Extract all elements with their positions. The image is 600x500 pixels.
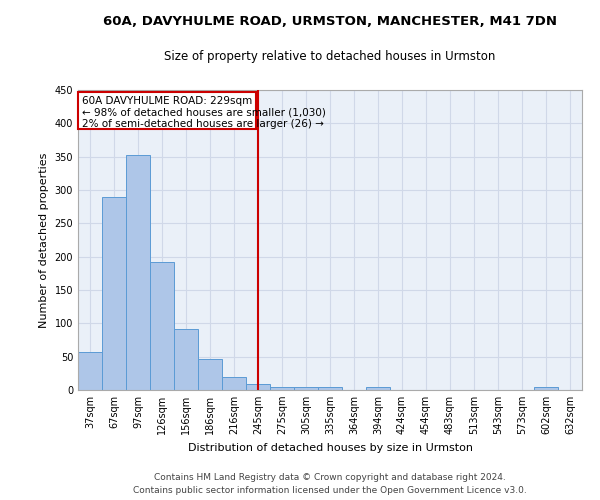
FancyBboxPatch shape	[78, 92, 256, 128]
Bar	[102, 196, 126, 390]
Bar	[318, 388, 342, 390]
X-axis label: Distribution of detached houses by size in Urmston: Distribution of detached houses by size …	[187, 442, 473, 452]
Bar	[366, 388, 390, 390]
Bar	[534, 388, 558, 390]
Y-axis label: Number of detached properties: Number of detached properties	[39, 152, 49, 328]
Bar	[270, 388, 294, 390]
Bar	[78, 352, 102, 390]
Bar	[174, 330, 198, 390]
Bar	[246, 384, 270, 390]
Bar	[150, 262, 174, 390]
Bar	[126, 154, 150, 390]
Text: 2% of semi-detached houses are larger (26) →: 2% of semi-detached houses are larger (2…	[82, 118, 323, 128]
Text: 60A, DAVYHULME ROAD, URMSTON, MANCHESTER, M41 7DN: 60A, DAVYHULME ROAD, URMSTON, MANCHESTER…	[103, 15, 557, 28]
Bar	[222, 378, 246, 390]
Text: Size of property relative to detached houses in Urmston: Size of property relative to detached ho…	[164, 50, 496, 63]
Text: ← 98% of detached houses are smaller (1,030): ← 98% of detached houses are smaller (1,…	[82, 108, 325, 118]
Bar	[198, 358, 222, 390]
Bar	[294, 386, 318, 390]
Text: 60A DAVYHULME ROAD: 229sqm: 60A DAVYHULME ROAD: 229sqm	[82, 96, 252, 106]
Text: Contains HM Land Registry data © Crown copyright and database right 2024.
Contai: Contains HM Land Registry data © Crown c…	[133, 474, 527, 495]
